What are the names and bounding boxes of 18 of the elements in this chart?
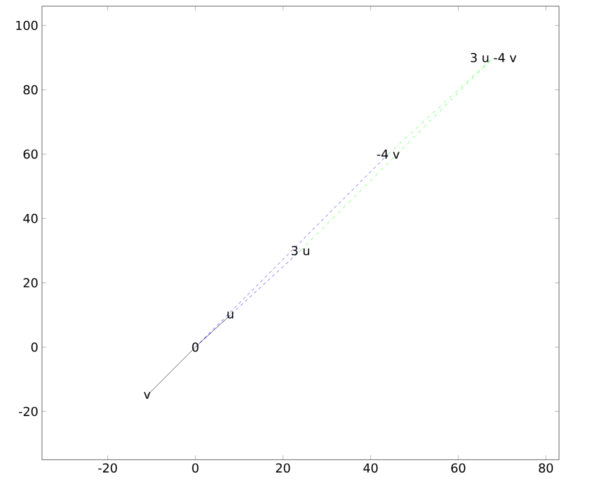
y-tick-label: 80: [24, 85, 38, 95]
y-tick-label: 100: [16, 20, 38, 30]
x-tick-label: 40: [363, 464, 378, 473]
y-tick-label: 0: [31, 342, 38, 352]
y-tick-label: -20: [18, 406, 38, 416]
x-tick-label: 80: [538, 464, 553, 473]
annotation: u: [228, 312, 234, 319]
y-tick-label: 60: [24, 150, 38, 159]
y-tick-label: 20: [24, 278, 38, 288]
x-tick-label: 20: [276, 464, 290, 473]
y-tick-label: 40: [23, 214, 38, 224]
annotation: v: [144, 392, 150, 399]
annotation: 3 u: [292, 246, 310, 256]
annotation: -4 v: [377, 150, 400, 159]
x-tick-label: -20: [98, 464, 117, 473]
x-tick-label: 0: [192, 464, 198, 473]
annotation: 3 u -4 v: [470, 53, 516, 62]
x-tick-label: 60: [451, 464, 466, 473]
